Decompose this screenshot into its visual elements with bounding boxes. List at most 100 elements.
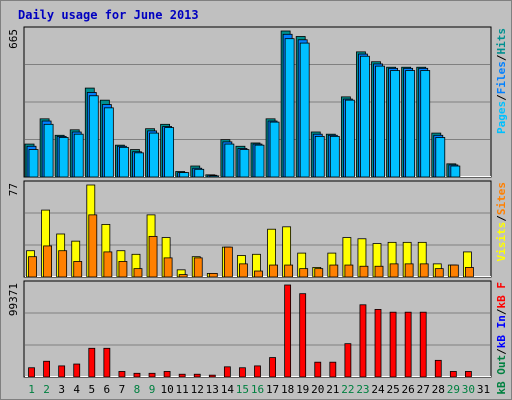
bar-sites-day-1 bbox=[28, 256, 37, 278]
bar-sites-day-30 bbox=[465, 267, 474, 278]
bar-kb-f-day-3 bbox=[58, 365, 66, 378]
bar-kb-f-day-27 bbox=[419, 311, 427, 378]
legend-part: Visits bbox=[495, 222, 508, 262]
bar-pages-day-6 bbox=[103, 107, 114, 178]
bar-sites-day-20 bbox=[314, 268, 324, 278]
bar-kb-f-day-22 bbox=[344, 343, 352, 378]
bar-sites-day-16 bbox=[254, 270, 263, 278]
legend-part: Pages bbox=[495, 101, 508, 134]
bar-pages-day-21 bbox=[329, 135, 340, 178]
bar-sites-day-14 bbox=[223, 246, 233, 278]
x-tick-label-day-31: 31 bbox=[477, 383, 490, 396]
x-tick-label-day-6: 6 bbox=[104, 383, 111, 396]
x-tick-label-day-30: 30 bbox=[462, 383, 475, 396]
panel-bot-background bbox=[23, 280, 492, 378]
x-tick-label-day-14: 14 bbox=[221, 383, 235, 396]
bar-kb-f-day-13 bbox=[208, 374, 216, 378]
panel-mid-legend-label: Visits/Sites bbox=[495, 182, 508, 262]
bar-pages-day-2 bbox=[43, 123, 54, 178]
bar-kb-f-day-2 bbox=[43, 360, 50, 378]
bar-sites-day-13 bbox=[208, 273, 218, 278]
bar-kb-f-day-5 bbox=[88, 347, 96, 378]
bar-kb-f-day-12 bbox=[193, 373, 201, 378]
x-tick-label-day-8: 8 bbox=[134, 383, 141, 396]
x-tick-label-day-27: 27 bbox=[417, 383, 430, 396]
legend-part: kB Out bbox=[495, 355, 508, 395]
bar-kb-f-day-29 bbox=[449, 371, 457, 378]
x-tick-label-day-1: 1 bbox=[28, 383, 35, 396]
legend-part: / bbox=[495, 54, 508, 61]
bar-sites-day-7 bbox=[118, 261, 128, 278]
x-tick-label-day-13: 13 bbox=[206, 383, 219, 396]
bar-kb-f-day-11 bbox=[178, 373, 186, 378]
bar-kb-f-day-23 bbox=[359, 304, 367, 378]
x-tick-label-day-28: 28 bbox=[432, 383, 445, 396]
bar-sites-day-29 bbox=[449, 264, 459, 278]
bar-pages-day-18 bbox=[284, 38, 295, 178]
x-tick-label-day-15: 15 bbox=[236, 383, 249, 396]
bar-kb-f-day-26 bbox=[404, 311, 412, 378]
panel-bot-legend-label: kB Out/kB In/kB F bbox=[495, 282, 508, 395]
bar-kb-f-day-28 bbox=[434, 359, 442, 378]
x-tick-label-day-11: 11 bbox=[176, 383, 189, 396]
bar-sites-day-2 bbox=[43, 245, 52, 278]
x-tick-label-day-18: 18 bbox=[281, 383, 294, 396]
x-tick-label-day-22: 22 bbox=[341, 383, 354, 396]
x-tick-label-day-19: 19 bbox=[296, 383, 309, 396]
bar-sites-day-25 bbox=[389, 263, 399, 278]
bar-sites-day-6 bbox=[103, 251, 113, 278]
bar-kb-f-day-10 bbox=[163, 371, 171, 378]
x-tick-label-day-5: 5 bbox=[88, 383, 95, 396]
bar-pages-day-22 bbox=[344, 99, 355, 178]
bar-pages-day-28 bbox=[435, 137, 446, 178]
x-tick-label-day-21: 21 bbox=[326, 383, 339, 396]
x-tick-label-day-16: 16 bbox=[251, 383, 264, 396]
legend-part: Files bbox=[495, 61, 508, 94]
bar-pages-day-16 bbox=[254, 144, 265, 178]
bar-kb-f-day-9 bbox=[148, 372, 156, 378]
bar-pages-day-20 bbox=[314, 135, 325, 178]
bar-pages-day-3 bbox=[58, 137, 69, 178]
bar-pages-day-11 bbox=[179, 172, 190, 178]
bar-pages-day-15 bbox=[239, 149, 250, 178]
bar-pages-day-29 bbox=[450, 165, 461, 178]
legend-part: kB In bbox=[495, 315, 508, 348]
legend-part: Sites bbox=[495, 182, 508, 215]
bar-sites-day-21 bbox=[329, 264, 339, 278]
bar-kb-f-day-8 bbox=[133, 372, 141, 378]
bar-sites-day-10 bbox=[163, 257, 173, 278]
x-tick-label-day-26: 26 bbox=[402, 383, 415, 396]
bar-pages-day-5 bbox=[88, 95, 99, 178]
bar-kb-f-day-4 bbox=[73, 363, 81, 378]
bar-sites-day-8 bbox=[133, 268, 143, 278]
legend-part: Hits bbox=[495, 28, 508, 55]
bar-kb-f-day-6 bbox=[103, 347, 111, 378]
bar-pages-day-1 bbox=[28, 149, 39, 178]
bar-sites-day-4 bbox=[73, 261, 83, 278]
x-tick-label-day-2: 2 bbox=[43, 383, 50, 396]
bar-pages-day-26 bbox=[405, 70, 416, 178]
bar-pages-day-25 bbox=[390, 70, 400, 178]
legend-part: / bbox=[495, 215, 508, 222]
x-tick-label-day-20: 20 bbox=[311, 383, 324, 396]
bar-pages-day-17 bbox=[269, 121, 280, 178]
panel-top-legend-label: Pages/Files/Hits bbox=[495, 28, 508, 134]
bar-sites-day-5 bbox=[88, 214, 98, 278]
bar-pages-day-10 bbox=[164, 127, 175, 178]
legend-part: / bbox=[495, 94, 508, 101]
bar-pages-day-23 bbox=[360, 55, 370, 178]
bar-sites-day-11 bbox=[178, 274, 188, 278]
legend-part: / bbox=[495, 348, 508, 355]
x-tick-label-day-7: 7 bbox=[119, 383, 126, 396]
bar-sites-day-9 bbox=[148, 235, 158, 278]
bar-kb-f-day-15 bbox=[239, 367, 246, 378]
bar-sites-day-22 bbox=[344, 264, 354, 278]
x-tick-label-day-17: 17 bbox=[266, 383, 279, 396]
x-tick-label-day-3: 3 bbox=[58, 383, 65, 396]
bar-kb-f-day-16 bbox=[254, 365, 261, 378]
bar-pages-day-14 bbox=[224, 143, 235, 178]
bar-sites-day-18 bbox=[284, 264, 294, 278]
x-tick-label-day-23: 23 bbox=[356, 383, 369, 396]
bar-kb-f-day-7 bbox=[118, 371, 126, 378]
bar-pages-day-19 bbox=[299, 42, 310, 178]
